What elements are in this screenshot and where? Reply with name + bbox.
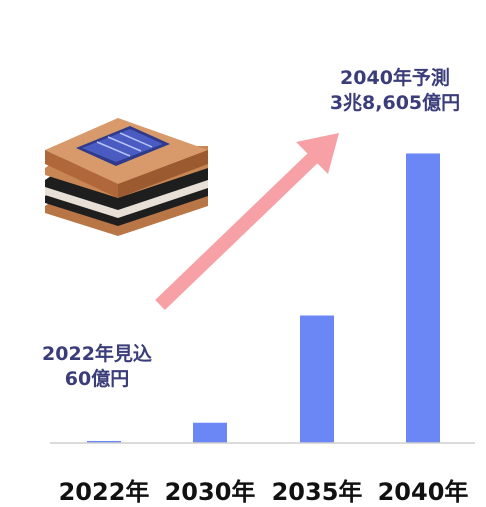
callout-2022-title: 2022年見込 <box>42 343 152 365</box>
callout-2022: 2022年見込 60億円 <box>22 342 172 392</box>
x-tick-label-2035: 2035年 <box>271 478 363 506</box>
callout-2040-value: 3兆8,605億円 <box>329 92 461 114</box>
x-tick-label-2022: 2022年 <box>58 478 150 506</box>
callout-2022-value: 60億円 <box>64 368 130 390</box>
x-tick-label-2030: 2030年 <box>164 478 256 506</box>
bar-2035年 <box>300 315 334 443</box>
callout-2040: 2040年予測 3兆8,605億円 <box>300 66 486 116</box>
bar-2030年 <box>193 422 227 443</box>
bar-2022年 <box>87 441 121 443</box>
growth-arrow <box>155 133 339 311</box>
bars-group <box>87 153 440 443</box>
x-tick-label-2040: 2040年 <box>377 478 469 506</box>
callout-2040-title: 2040年予測 <box>340 67 450 89</box>
battery-cell-illustration <box>45 118 208 236</box>
bar-2040年 <box>406 153 440 443</box>
